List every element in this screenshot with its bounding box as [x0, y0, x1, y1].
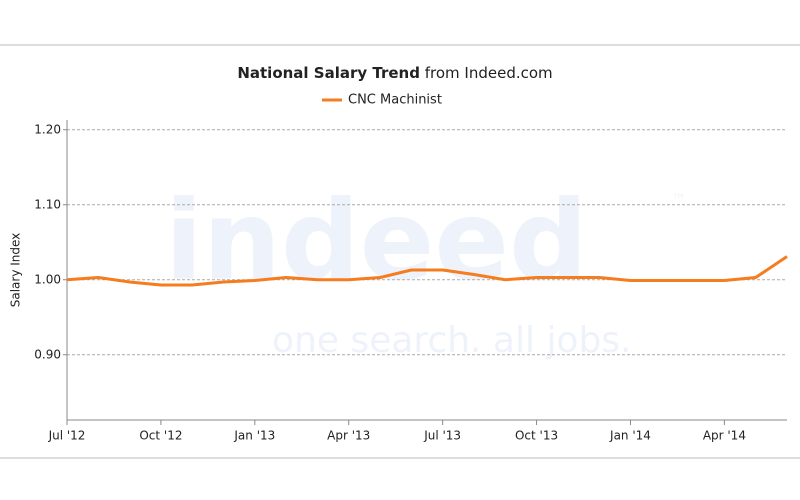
- x-tick-label: Jan '14: [609, 429, 651, 443]
- x-tick-label: Jul '13: [423, 429, 461, 443]
- watermark-mark: ™: [672, 192, 686, 208]
- x-tick-label: Oct '12: [139, 429, 182, 443]
- line-series: [66, 255, 788, 287]
- x-tick-label: Jan '13: [233, 429, 275, 443]
- title-source: from Indeed.com: [425, 64, 553, 82]
- legend-label: CNC Machinist: [348, 93, 442, 108]
- y-axis-label: Salary Index: [9, 233, 23, 308]
- x-tick-label: Oct '13: [515, 429, 558, 443]
- title: National Salary Trend: [237, 64, 420, 82]
- y-tick-label: 1.20: [34, 122, 61, 136]
- watermark-logo: indeed: [165, 176, 588, 304]
- watermark-tagline: one search. all jobs.: [272, 320, 632, 361]
- y-tick-label: 1.10: [34, 197, 61, 211]
- y-tick-label: 0.90: [34, 347, 61, 361]
- y-tick-label: 1.00: [34, 272, 61, 286]
- x-tick-label: Jul '12: [48, 429, 86, 443]
- x-tick-label: Apr '14: [703, 429, 746, 443]
- x-tick-label: Apr '13: [327, 429, 370, 443]
- chart-title: National Salary Trend from Indeed.com: [237, 64, 552, 82]
